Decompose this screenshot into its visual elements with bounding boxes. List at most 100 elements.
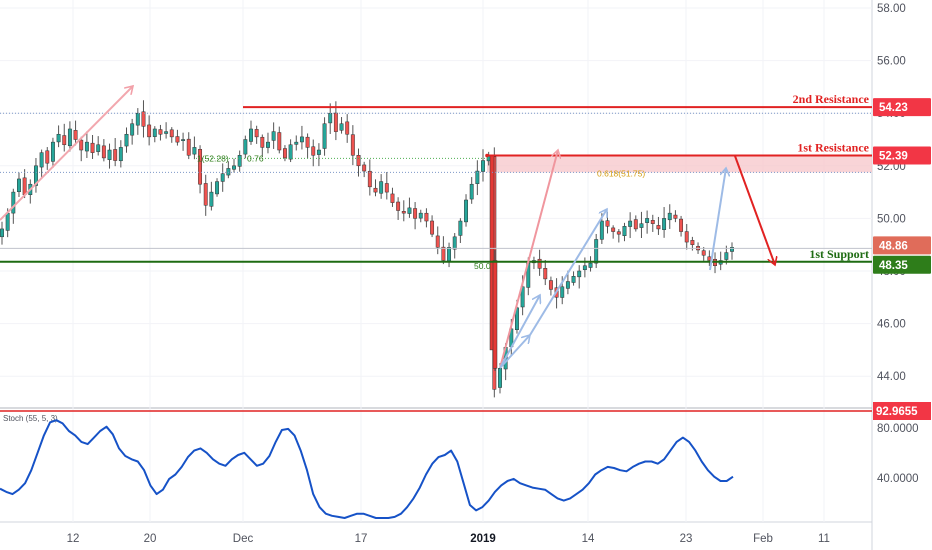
- stoch-tick-label: 40.0000: [877, 473, 919, 485]
- candle-body: [690, 240, 695, 245]
- candle-body: [492, 260, 498, 369]
- candle-body: [5, 212, 10, 231]
- candle-body: [684, 231, 689, 243]
- candle-body: [73, 130, 78, 140]
- x-tick-label: 17: [355, 533, 368, 545]
- candle-body: [616, 231, 621, 235]
- price-axis[interactable]: 58.0056.0054.0052.0050.0048.0046.0044.00…: [873, 3, 931, 485]
- candle-body: [390, 193, 395, 203]
- candle-body: [413, 208, 418, 219]
- fib-labels: 1(52.28) 0.76 0.618(51.75) 50.0: [197, 153, 645, 270]
- candle-body: [384, 183, 389, 193]
- candle-body: [67, 128, 72, 147]
- price-badge-text: 52.39: [879, 151, 908, 163]
- candle-body: [118, 147, 123, 162]
- candle-body: [656, 225, 661, 230]
- candle-body: [101, 145, 106, 159]
- candle-body: [548, 280, 553, 290]
- x-tick-label: Dec: [233, 533, 254, 545]
- candle-body: [458, 220, 463, 236]
- candle-body: [628, 220, 633, 227]
- candle-body: [407, 207, 412, 214]
- candle-body: [39, 152, 44, 168]
- candle-body: [152, 128, 157, 137]
- price-badge-text: 48.86: [879, 240, 908, 252]
- candle-body: [22, 177, 27, 195]
- candle-body: [130, 123, 135, 136]
- candle-body: [605, 220, 610, 227]
- candle-body: [537, 258, 542, 269]
- candle-body: [373, 187, 378, 193]
- candle-body: [158, 129, 163, 135]
- level-label: 2nd Resistance: [793, 92, 870, 106]
- x-tick-label: 12: [67, 533, 80, 545]
- candle-body: [288, 144, 293, 160]
- candle-body: [34, 165, 38, 186]
- candle-body: [577, 270, 582, 278]
- y-tick-label: 56.00: [877, 56, 906, 68]
- candle-body: [62, 135, 67, 146]
- candle-body: [673, 214, 678, 219]
- candle-body: [175, 136, 180, 143]
- stoch-badge-text: 92.9655: [876, 406, 918, 418]
- x-tick-label: Feb: [753, 533, 773, 545]
- time-axis[interactable]: 12 20 Dec 17 2019 14 23 Feb 11: [67, 533, 830, 545]
- stoch-line: [0, 419, 734, 519]
- candle-body: [294, 141, 299, 145]
- price-badge-text: 48.35: [879, 260, 908, 272]
- y-tick-label: 58.00: [877, 3, 906, 15]
- candle-body: [181, 139, 186, 141]
- trend-arrow: [499, 335, 530, 369]
- candle-body: [96, 144, 101, 152]
- price-badge: [873, 98, 931, 117]
- fib-label: 0.76: [247, 153, 264, 163]
- candle-body: [379, 181, 384, 194]
- resistance-zone: [487, 155, 872, 173]
- candle-body: [430, 220, 435, 235]
- candle-body: [305, 136, 310, 148]
- candle-body: [271, 131, 276, 141]
- candle-body: [226, 168, 231, 176]
- candle-body: [543, 268, 548, 280]
- candle-body: [322, 123, 327, 149]
- candle-body: [447, 247, 452, 262]
- fib-label: 0.618(51.75): [597, 168, 645, 178]
- candle-body: [441, 246, 446, 261]
- stoch-badge: [873, 402, 931, 420]
- candle-body: [198, 149, 203, 185]
- candle-body: [667, 212, 672, 221]
- candle-body: [299, 136, 304, 143]
- x-tick-label: 23: [680, 533, 693, 545]
- candle-body: [435, 235, 440, 248]
- candle-body: [362, 164, 367, 172]
- candle-body: [724, 252, 729, 260]
- candle-body: [249, 128, 253, 142]
- candle-body: [243, 139, 248, 155]
- candle-body: [622, 226, 627, 237]
- candle-body: [396, 201, 401, 211]
- trend-arrow: [0, 86, 133, 221]
- y-tick-label: 46.00: [877, 319, 906, 331]
- candle-body: [345, 121, 350, 135]
- candle-body: [645, 218, 650, 223]
- candle-body: [481, 160, 485, 172]
- stoch-tick-label: 80.0000: [877, 423, 919, 435]
- candle-body: [135, 112, 140, 126]
- candle-body: [260, 136, 265, 148]
- candle-body: [560, 286, 565, 298]
- candle-body: [316, 149, 321, 155]
- candle-body: [679, 218, 684, 232]
- x-tick-label: 20: [144, 533, 157, 545]
- candle-body: [169, 129, 174, 138]
- resistance-zone-fill: [487, 155, 872, 173]
- candle-body: [186, 138, 191, 156]
- level-label: 1st Resistance: [797, 141, 869, 155]
- trend-arrow: [529, 209, 607, 336]
- y-tick-label: 50.00: [877, 213, 906, 225]
- stochastic-indicator: Stoch (55, 5, 3): [0, 410, 872, 519]
- trend-arrows: [0, 86, 775, 369]
- candle-body: [464, 199, 468, 223]
- candle-body: [232, 165, 236, 170]
- candle-body: [254, 129, 259, 138]
